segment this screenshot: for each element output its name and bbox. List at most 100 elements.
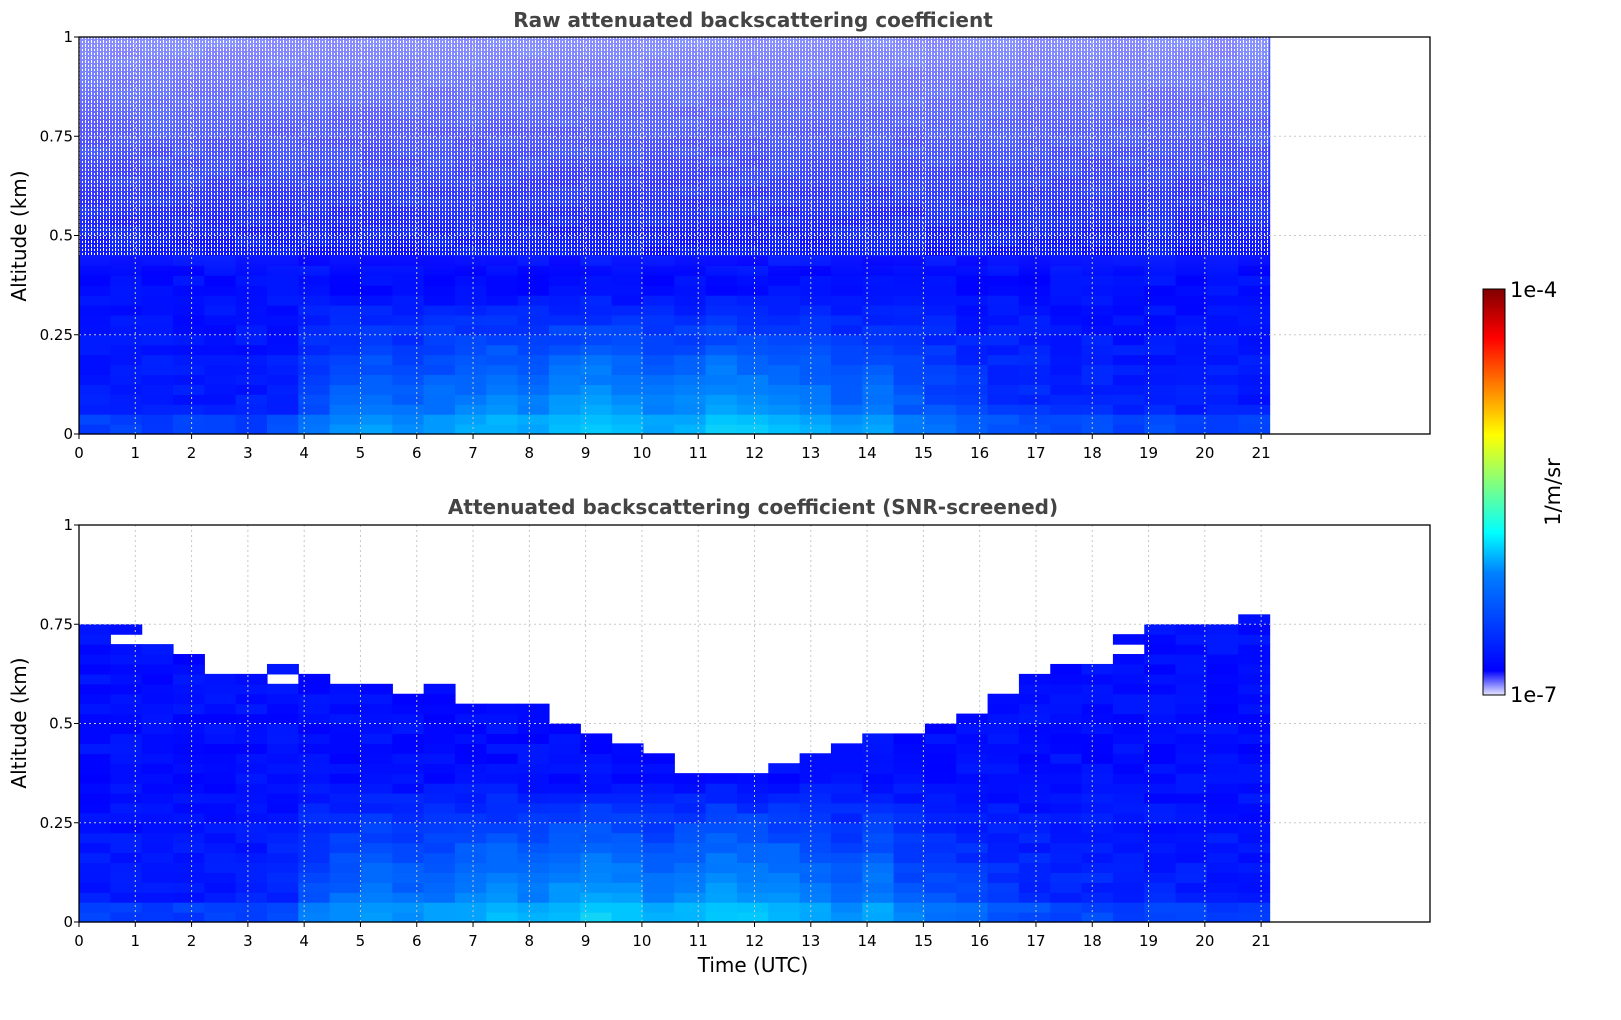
screened-heatmap-cell	[298, 902, 331, 913]
screened-y-tick-label: 0.25	[40, 814, 73, 832]
screened-heatmap-cell	[486, 852, 519, 864]
screened-heatmap-cell	[360, 763, 393, 774]
screened-heatmap-cell	[580, 892, 613, 903]
screened-heatmap-cell	[1206, 703, 1239, 715]
screened-heatmap-cell	[924, 822, 957, 834]
screened-heatmap-cell	[893, 912, 926, 923]
screened-heatmap-cell	[486, 713, 519, 725]
screened-heatmap-cell	[1238, 624, 1271, 635]
screened-heatmap-cell	[768, 763, 801, 774]
screened-heatmap-cell	[266, 872, 299, 883]
screened-heatmap-cell	[1018, 693, 1051, 705]
screened-heatmap-cell	[110, 792, 143, 804]
screened-heatmap-cell	[924, 733, 957, 744]
screened-heatmap-cell	[110, 773, 143, 784]
screened-heatmap-cell	[204, 743, 237, 754]
screened-heatmap-cell	[924, 892, 957, 903]
screened-heatmap-cell	[1018, 802, 1051, 814]
screened-heatmap-cell	[204, 912, 237, 923]
screened-heatmap-cell	[1144, 882, 1177, 893]
screened-heatmap-cell	[862, 882, 895, 893]
screened-heatmap-cell	[862, 902, 895, 913]
screened-heatmap-cell	[392, 822, 425, 834]
screened-heatmap-cell	[517, 872, 550, 883]
screened-x-tick-label: 9	[581, 932, 591, 950]
screened-x-tick-label: 11	[689, 932, 708, 950]
screened-heatmap-cell	[956, 862, 989, 873]
raw-heatmap-data	[79, 37, 1271, 435]
screened-heatmap-cell	[79, 792, 111, 804]
screened-heatmap-cell	[705, 822, 738, 834]
screened-heatmap-cell	[1081, 862, 1114, 873]
screened-x-tick-label: 0	[74, 932, 84, 950]
screened-heatmap-cell	[454, 852, 487, 864]
screened-heatmap-cell	[454, 773, 487, 784]
screened-heatmap-cell	[235, 743, 268, 754]
screened-heatmap-cell	[1112, 654, 1145, 665]
screened-heatmap-cell	[329, 802, 362, 814]
screened-heatmap-cell	[486, 822, 519, 834]
screened-x-tick-label: 5	[356, 932, 366, 950]
screened-heatmap-cell	[1175, 852, 1208, 864]
screened-heatmap-cell	[799, 902, 832, 913]
screened-heatmap-cell	[799, 852, 832, 864]
screened-heatmap-cell	[1112, 723, 1145, 735]
raw-x-tick-label: 17	[1026, 444, 1045, 462]
screened-heatmap-cell	[298, 872, 331, 883]
screened-heatmap-cell	[705, 892, 738, 903]
screened-heatmap-cell	[172, 773, 205, 784]
screened-heatmap-cell	[705, 852, 738, 864]
screened-heatmap-cell	[266, 753, 299, 764]
screened-heatmap-cell	[110, 624, 143, 635]
screened-heatmap-cell	[1144, 644, 1177, 655]
screened-heatmap-cell	[548, 812, 581, 824]
screened-heatmap-cell	[830, 802, 863, 814]
screened-heatmap-cell	[956, 822, 989, 834]
screened-heatmap-cell	[1206, 673, 1239, 685]
screened-heatmap-cell	[298, 743, 331, 754]
screened-heatmap-cell	[329, 912, 362, 923]
screened-heatmap-cell	[1018, 852, 1051, 864]
screened-heatmap-cell	[1238, 882, 1271, 893]
screened-heatmap-cell	[79, 832, 111, 844]
screened-heatmap-cell	[79, 693, 111, 705]
screened-heatmap-cell	[1050, 842, 1083, 854]
screened-heatmap-cell	[454, 763, 487, 774]
screened-heatmap-cell	[611, 852, 644, 864]
screened-heatmap-cell	[924, 862, 957, 873]
screened-heatmap-cell	[799, 763, 832, 774]
screened-heatmap-cell	[611, 912, 644, 923]
screened-heatmap-cell	[141, 693, 174, 705]
screened-heatmap-cell	[141, 733, 174, 744]
screened-heatmap-cell	[548, 802, 581, 814]
screened-heatmap-cell	[329, 763, 362, 774]
screened-heatmap-cell	[329, 753, 362, 764]
screened-heatmap-cell	[548, 882, 581, 893]
screened-heatmap-cell	[1018, 703, 1051, 715]
screened-heatmap-cell	[266, 802, 299, 814]
raw-x-tick-label: 8	[525, 444, 535, 462]
screened-heatmap-cell	[204, 882, 237, 893]
screened-heatmap-cell	[204, 822, 237, 834]
screened-heatmap-cell	[266, 822, 299, 834]
screened-heatmap-cell	[423, 902, 456, 913]
screened-heatmap-cell	[454, 832, 487, 844]
screened-heatmap-cell	[862, 812, 895, 824]
screened-heatmap-cell	[486, 733, 519, 744]
screened-heatmap-cell	[1175, 783, 1208, 794]
screened-heatmap-cell	[517, 713, 550, 725]
screened-heatmap-cell	[1206, 902, 1239, 913]
screened-heatmap-cell	[1175, 802, 1208, 814]
screened-heatmap-cell	[298, 912, 331, 923]
screened-heatmap-cell	[611, 792, 644, 804]
screened-heatmap-cell	[141, 882, 174, 893]
screened-heatmap-cell	[705, 882, 738, 893]
screened-heatmap-cell	[141, 862, 174, 873]
screened-heatmap-cell	[79, 842, 111, 854]
screened-heatmap-cell	[580, 912, 613, 923]
screened-heatmap-cell	[924, 743, 957, 754]
screened-heatmap-cell	[1144, 783, 1177, 794]
screened-heatmap-cell	[423, 852, 456, 864]
screened-heatmap-cell	[423, 723, 456, 735]
screened-heatmap-cell	[454, 792, 487, 804]
